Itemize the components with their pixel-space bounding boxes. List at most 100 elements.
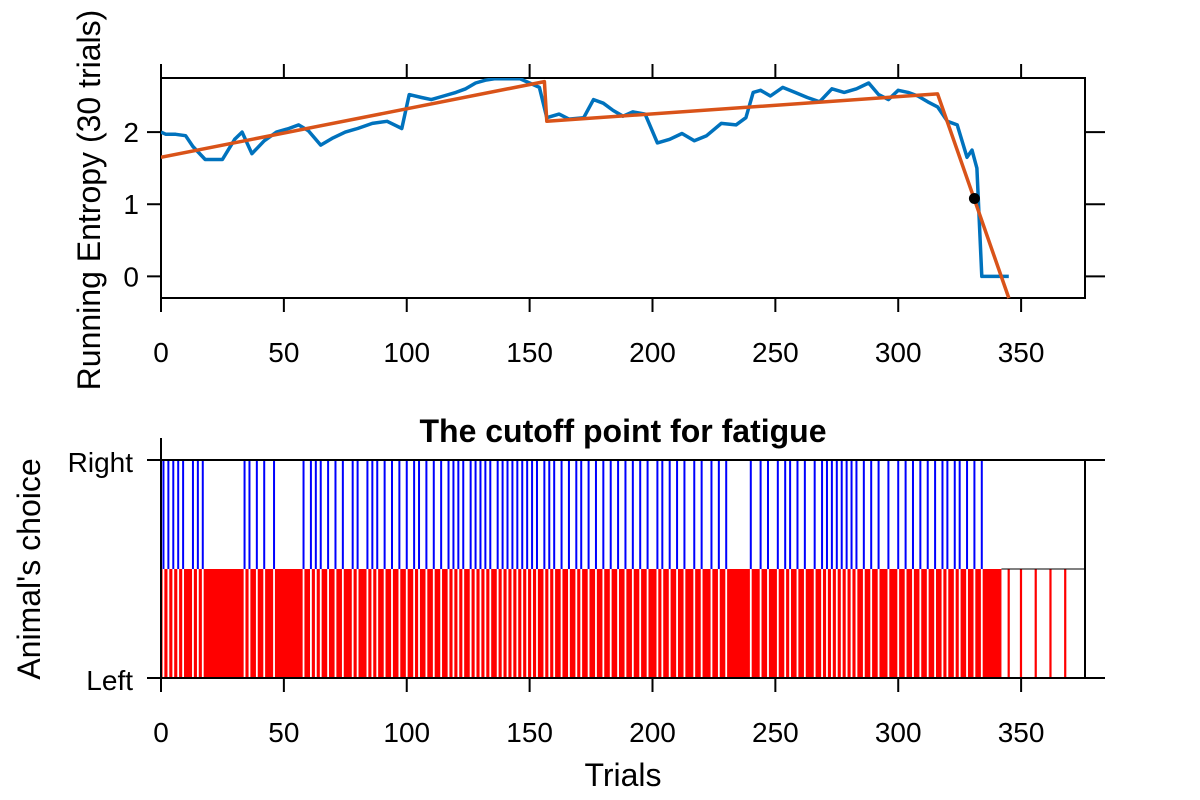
left-choice-gap bbox=[192, 569, 194, 678]
left-choice-gap bbox=[966, 569, 968, 678]
entropy-x-tick-label: 350 bbox=[998, 337, 1045, 368]
left-choice-gap bbox=[926, 569, 929, 678]
choice-x-tick-label: 300 bbox=[875, 717, 922, 748]
left-choice-gap bbox=[391, 569, 393, 678]
left-choice-gap bbox=[813, 569, 816, 678]
entropy-y-tick-label: 1 bbox=[123, 189, 139, 220]
left-choice-gap bbox=[668, 569, 671, 678]
left-choice-gap bbox=[980, 569, 983, 678]
left-choice-gap bbox=[314, 569, 317, 678]
choice-x-tick-label: 350 bbox=[998, 717, 1045, 748]
left-choice-gap bbox=[506, 569, 509, 678]
left-choice-gap bbox=[631, 569, 634, 678]
left-choice-gap bbox=[496, 569, 499, 678]
left-choice-gap bbox=[474, 569, 477, 678]
choice-chart-title: The cutoff point for fatigue bbox=[419, 413, 826, 449]
left-choice-gap bbox=[617, 569, 619, 678]
entropy-y-tick-label: 2 bbox=[123, 117, 139, 148]
left-choice-gap bbox=[383, 569, 386, 678]
left-choice-bar bbox=[1007, 569, 1010, 678]
left-choice-gap bbox=[855, 569, 858, 678]
left-choice-gap bbox=[376, 569, 379, 678]
left-choice-gap bbox=[356, 569, 359, 678]
left-choice-gap bbox=[462, 569, 465, 678]
left-choice-gap bbox=[656, 569, 659, 678]
left-choice-gap bbox=[531, 569, 533, 678]
left-choice-gap bbox=[484, 569, 487, 678]
choice-x-tick-label: 150 bbox=[506, 717, 553, 748]
left-choice-bar bbox=[1019, 569, 1023, 678]
left-choice-gap bbox=[759, 569, 762, 678]
choice-x-tick-label: 250 bbox=[752, 717, 799, 748]
left-choice-gap bbox=[587, 569, 590, 678]
left-choice-gap bbox=[710, 569, 713, 678]
entropy-x-tick-label: 0 bbox=[153, 337, 169, 368]
left-choice-gap bbox=[835, 569, 838, 678]
left-choice-gap bbox=[398, 569, 401, 678]
choice-y-axis-label: Animal's choice bbox=[11, 458, 47, 679]
left-choice-gap bbox=[767, 569, 769, 678]
left-choice-gap bbox=[789, 569, 792, 678]
entropy-panel: 0 50 100 150 200 250 300 350 0 1 2 Running Entropy … bbox=[71, 10, 1105, 390]
left-choice-gap bbox=[553, 569, 556, 678]
left-choice-gap bbox=[919, 569, 922, 678]
left-choice-gap bbox=[489, 569, 492, 678]
left-choice-gap bbox=[776, 569, 779, 678]
left-choice-gap bbox=[263, 569, 266, 678]
left-choice-gap bbox=[302, 569, 305, 678]
left-choice-gap bbox=[172, 569, 175, 678]
left-choice-gap bbox=[177, 569, 180, 678]
choice-x-tick-label: 0 bbox=[153, 717, 169, 748]
piecewise-fit-line bbox=[161, 79, 1011, 299]
left-choice-gap bbox=[405, 569, 408, 678]
entropy-plot-frame bbox=[160, 77, 1086, 299]
left-choice-gap bbox=[457, 569, 460, 678]
left-choice-gap bbox=[334, 569, 337, 678]
entropy-x-tick-label: 250 bbox=[752, 337, 799, 368]
left-choice-gap bbox=[526, 569, 529, 678]
left-choice-gap bbox=[784, 569, 787, 678]
left-choice-bar bbox=[1064, 569, 1067, 678]
choice-x-axis-label: Trials bbox=[584, 757, 661, 793]
left-choice-gap bbox=[568, 569, 570, 678]
choice-y-tick-left: Left bbox=[86, 665, 133, 696]
left-choice-bar bbox=[1034, 569, 1037, 678]
left-choice-gap bbox=[479, 569, 482, 678]
left-choice-gap bbox=[501, 569, 504, 678]
left-choice-gap bbox=[366, 569, 369, 678]
entropy-x-tick-label: 50 bbox=[268, 337, 299, 368]
left-choice-gap bbox=[521, 569, 524, 678]
left-choice-gap bbox=[273, 569, 275, 678]
left-choice-gap bbox=[693, 569, 696, 678]
left-choice-gap bbox=[425, 569, 428, 678]
left-choice-gap bbox=[536, 569, 538, 678]
left-choice-gap bbox=[432, 569, 435, 678]
left-choice-gap bbox=[327, 569, 330, 678]
left-choice-gap bbox=[661, 569, 664, 678]
left-choice-gap bbox=[511, 569, 514, 678]
left-choice-gap bbox=[413, 569, 416, 678]
left-choice-gap bbox=[196, 569, 199, 678]
left-choice-gap bbox=[821, 569, 823, 678]
left-choice-gap bbox=[543, 569, 546, 678]
left-choice-gap bbox=[826, 569, 828, 678]
left-choice-gap bbox=[243, 569, 246, 678]
left-choice-gap bbox=[418, 569, 420, 678]
left-choice-gap bbox=[803, 569, 806, 678]
left-choice-gap bbox=[162, 569, 165, 678]
left-choice-gap bbox=[167, 569, 170, 678]
left-choice-gap bbox=[904, 569, 907, 678]
entropy-line bbox=[161, 78, 1009, 279]
left-choice-gap bbox=[676, 569, 678, 678]
left-choice-gap bbox=[934, 569, 936, 678]
left-choice-gap bbox=[912, 569, 914, 678]
left-choice-gap bbox=[469, 569, 472, 678]
left-choice-gap bbox=[700, 569, 703, 678]
left-choice-gap bbox=[796, 569, 799, 678]
left-choice-gap bbox=[683, 569, 686, 678]
left-choice-gap bbox=[624, 569, 627, 678]
entropy-x-tick-label: 300 bbox=[875, 337, 922, 368]
left-choice-gap bbox=[877, 569, 880, 678]
left-choice-gap bbox=[958, 569, 961, 678]
